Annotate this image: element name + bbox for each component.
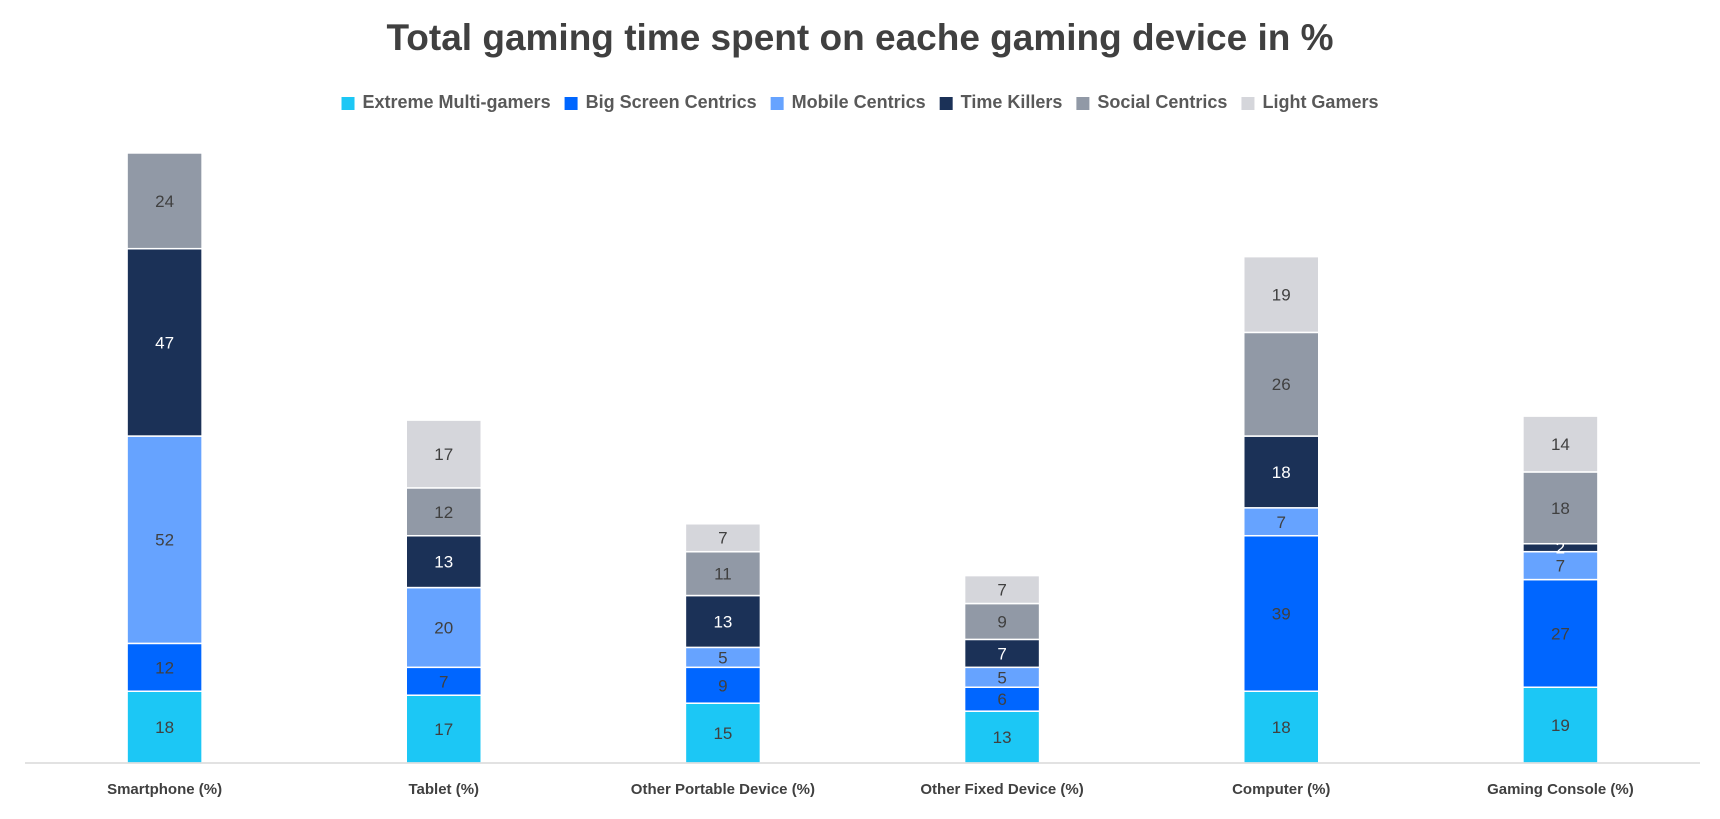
data-label: 7 [439, 672, 448, 691]
bars: 18 12 52 47 24 17 7 20 13 12 17 15 9 5 13 11 7 13 6 5 7 9 7 18 3… [126, 152, 1599, 764]
data-label: 12 [434, 503, 453, 522]
legend-label: Big Screen Centrics [586, 92, 757, 112]
data-label: 39 [1272, 604, 1291, 623]
data-label: 7 [997, 581, 1006, 600]
data-label: 5 [997, 668, 1006, 687]
bar-segment-time-killers [963, 638, 1041, 669]
bar-segment-light-gamers [405, 419, 482, 489]
data-label: 18 [1551, 499, 1570, 518]
bar-segment-time-killers [1243, 435, 1320, 509]
data-label: 7 [1277, 513, 1286, 532]
category-labels: Smartphone (%) Tablet (%) Other Portable D… [107, 781, 1634, 798]
bar-segment-big-screen-centrics [1243, 534, 1320, 692]
bar-segment-extreme-multi-gamers [1243, 690, 1320, 764]
data-label: 19 [1551, 716, 1570, 735]
bar-segment-big-screen-centrics [684, 666, 762, 704]
legend-swatch [1241, 97, 1255, 110]
legend-item-big-screen-centrics: Big Screen Centrics [564, 92, 757, 112]
bar-segment-extreme-multi-gamers [126, 690, 203, 764]
legend-swatch [341, 97, 355, 110]
legend-label: Time Killers [961, 92, 1063, 112]
data-label: 9 [997, 612, 1006, 631]
bar-segment-mobile-centrics [405, 586, 482, 669]
category-label: Tablet (%) [408, 781, 479, 798]
legend-label: Extreme Multi-gamers [363, 92, 551, 112]
data-label: 17 [434, 720, 453, 739]
legend-label: Light Gamers [1262, 92, 1378, 112]
bar-segment-big-screen-centrics [1522, 578, 1599, 688]
bar-segment-social-centrics [1243, 331, 1320, 437]
data-label: 18 [155, 718, 174, 737]
bar-stack-smartphone: 18 12 52 47 24 [126, 152, 203, 764]
data-label: 13 [713, 612, 732, 631]
bar-segment-extreme-multi-gamers [684, 702, 762, 764]
legend-swatch [1076, 97, 1090, 110]
data-label: 6 [997, 690, 1006, 709]
data-label: 18 [1272, 463, 1291, 482]
category-label: Other Portable Device (%) [631, 781, 815, 798]
data-label: 13 [993, 728, 1012, 747]
category-label: Gaming Console (%) [1487, 781, 1634, 798]
data-label: 9 [718, 676, 727, 695]
bar-segment-mobile-centrics [1522, 550, 1599, 581]
bar-segment-extreme-multi-gamers [405, 694, 482, 764]
bar-segment-light-gamers [963, 574, 1041, 605]
bar-stack-other-fixed-device: 13 6 5 7 9 7 [963, 574, 1041, 764]
chart-title: Total gaming time spent on eache gaming … [386, 17, 1333, 58]
data-label: 27 [1551, 624, 1570, 643]
legend-swatch [770, 97, 784, 110]
bar-segment-time-killers [126, 247, 203, 437]
bar-segment-time-killers [405, 534, 482, 589]
data-label: 24 [155, 192, 174, 211]
data-label: 15 [713, 724, 732, 743]
bar-segment-social-centrics [684, 550, 762, 597]
bar-segment-social-centrics [405, 487, 482, 537]
data-label: 11 [714, 565, 732, 584]
data-label: 7 [1556, 557, 1565, 576]
legend-item-light-gamers: Light Gamers [1241, 92, 1378, 112]
data-label: 47 [155, 333, 174, 352]
data-label: 52 [155, 531, 174, 550]
data-label: 19 [1272, 286, 1291, 305]
bar-stack-tablet: 17 7 20 13 12 17 [405, 419, 482, 764]
data-label: 14 [1551, 435, 1570, 454]
bar-segment-light-gamers [1522, 415, 1599, 473]
data-label: 26 [1272, 375, 1291, 394]
legend-item-time-killers: Time Killers [939, 92, 1063, 112]
bar-segment-big-screen-centrics [405, 666, 482, 696]
data-label: 7 [997, 644, 1006, 663]
data-label: 18 [1272, 718, 1291, 737]
data-label: 20 [434, 618, 453, 637]
legend-item-social-centrics: Social Centrics [1076, 92, 1227, 112]
bar-segment-big-screen-centrics [126, 642, 203, 692]
bar-stack-gaming-console: 19 27 72 18 14 [1522, 415, 1599, 764]
legend-item-mobile-centrics: Mobile Centrics [770, 92, 926, 112]
bar-stack-computer: 18 39 7 18 26 19 [1243, 255, 1320, 764]
legend-label: Mobile Centrics [792, 92, 926, 112]
bar-segment-social-centrics [126, 152, 203, 250]
category-label: Other Fixed Device (%) [920, 781, 1083, 798]
data-label: 5 [718, 648, 727, 667]
legend-swatch [564, 97, 578, 110]
bar-stack-other-portable-device: 15 9 5 13 11 7 [684, 523, 762, 764]
category-label: Smartphone (%) [107, 781, 222, 798]
data-label: 13 [434, 553, 453, 572]
bar-segment-light-gamers [684, 523, 762, 553]
bar-segment-social-centrics [963, 602, 1041, 641]
bar-segment-extreme-multi-gamers [963, 710, 1041, 764]
data-label: 2 [1556, 539, 1565, 558]
data-label: 7 [718, 529, 727, 548]
bar-segment-extreme-multi-gamers [1522, 686, 1599, 764]
category-label: Computer (%) [1232, 781, 1330, 798]
data-label: 17 [434, 445, 453, 464]
legend-label: Social Centrics [1097, 92, 1227, 112]
bar-segment-light-gamers [1243, 255, 1320, 334]
legend: Extreme Multi-gamers Big Screen Centrics M… [341, 92, 1378, 112]
data-label: 12 [155, 658, 174, 677]
legend-item-extreme-multi-gamers: Extreme Multi-gamers [341, 92, 551, 112]
legend-swatch [939, 97, 953, 110]
